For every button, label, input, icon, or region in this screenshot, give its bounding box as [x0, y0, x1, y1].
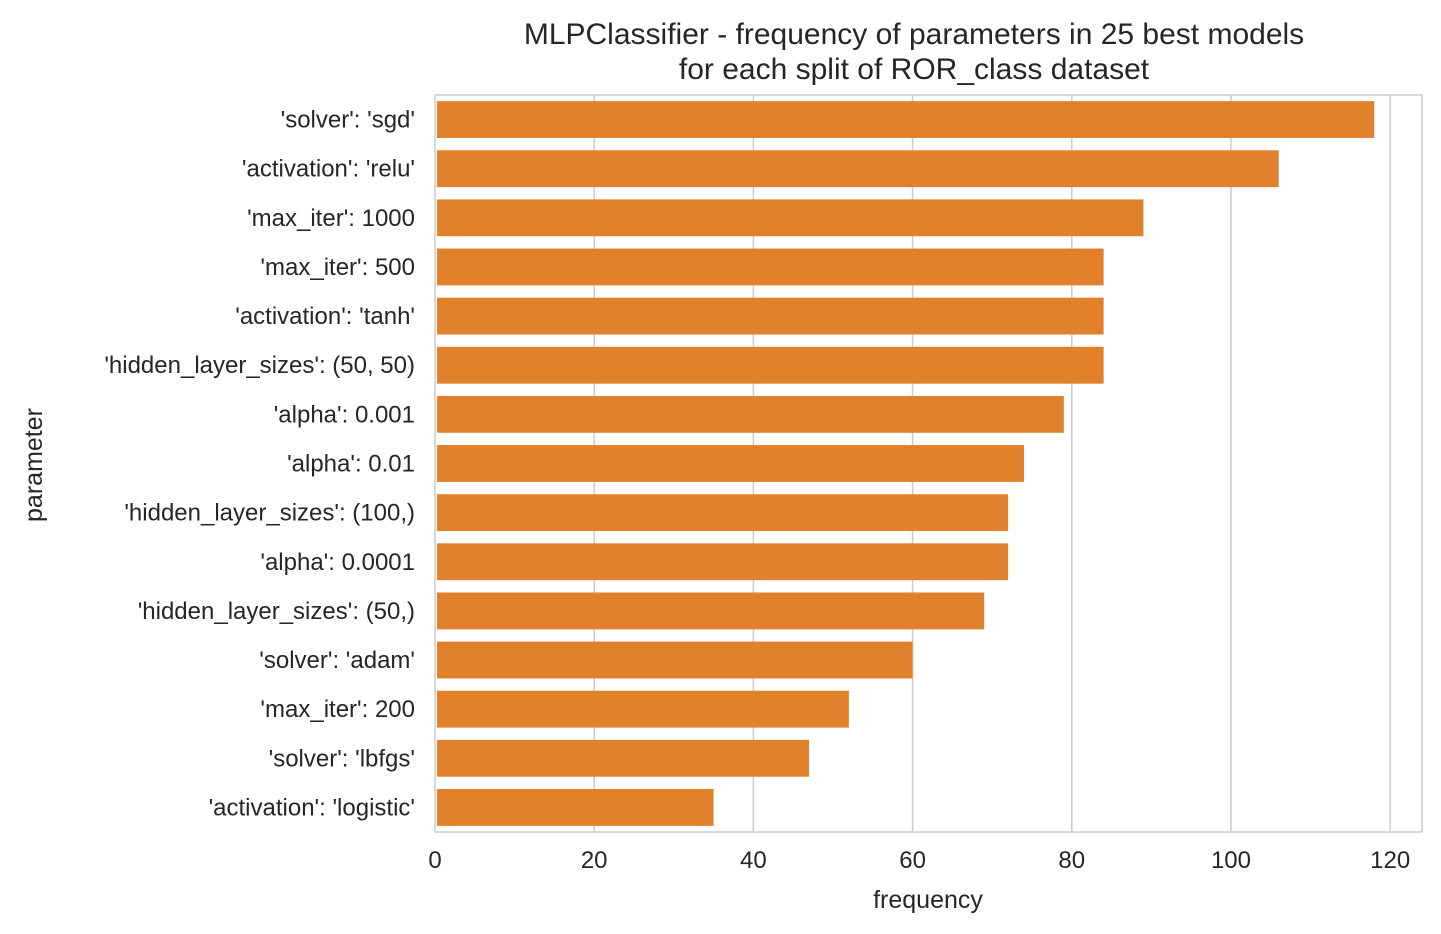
y-category-label: 'solver': 'adam' — [259, 647, 415, 674]
y-category-label: 'alpha': 0.0001 — [260, 549, 415, 576]
x-tick-label: 80 — [1058, 847, 1085, 874]
bar — [437, 789, 714, 826]
bar — [437, 543, 1009, 581]
y-category-label: 'hidden_layer_sizes': (50, 50) — [104, 352, 415, 379]
y-category-labels: 'solver': 'sgd' 'activation': 'relu' 'max_… — [104, 107, 415, 822]
bar — [437, 395, 1064, 433]
x-tick-label: 120 — [1370, 847, 1410, 874]
y-category-label: 'alpha': 0.01 — [287, 451, 415, 478]
bar — [437, 150, 1279, 188]
y-axis-label: parameter — [20, 408, 48, 522]
x-axis-label: frequency — [873, 886, 983, 914]
bar — [437, 101, 1375, 138]
y-category-label: 'activation': 'logistic' — [209, 794, 415, 821]
x-tick-label: 20 — [581, 847, 608, 874]
bar — [437, 592, 985, 630]
y-category-label: 'hidden_layer_sizes': (50,) — [138, 598, 415, 625]
bar — [437, 346, 1104, 384]
y-category-label: 'activation': 'tanh' — [235, 303, 415, 330]
bar — [437, 248, 1104, 286]
x-tick-label: 0 — [428, 847, 441, 874]
y-category-label: 'alpha': 0.001 — [274, 401, 415, 428]
y-category-label: 'max_iter': 200 — [260, 696, 415, 723]
y-category-label: 'solver': 'sgd' — [281, 107, 415, 134]
chart-title-line-2: for each split of ROR_class dataset — [679, 53, 1150, 86]
bar — [437, 199, 1144, 237]
chart-title: MLPClassifier - frequency of parameters … — [524, 18, 1304, 86]
y-category-label: 'activation': 'relu' — [242, 156, 415, 183]
y-category-label: 'max_iter': 500 — [260, 254, 415, 281]
bar — [437, 739, 810, 777]
y-category-label: 'solver': 'lbfgs' — [269, 745, 415, 772]
x-tick-label: 60 — [899, 847, 926, 874]
x-tick-label: 100 — [1211, 847, 1251, 874]
x-tick-labels: 0 20 40 60 80 100 120 — [428, 847, 1410, 874]
y-category-label: 'hidden_layer_sizes': (100,) — [124, 500, 415, 527]
bar — [437, 445, 1025, 482]
chart-title-line-1: MLPClassifier - frequency of parameters … — [524, 18, 1304, 51]
bar — [437, 690, 849, 728]
bar — [437, 297, 1104, 335]
bars — [437, 101, 1375, 826]
bar — [437, 641, 913, 679]
plot-frame — [434, 94, 1423, 833]
x-tick-label: 40 — [740, 847, 767, 874]
bar — [437, 494, 1009, 532]
y-category-label: 'max_iter': 1000 — [247, 205, 415, 232]
